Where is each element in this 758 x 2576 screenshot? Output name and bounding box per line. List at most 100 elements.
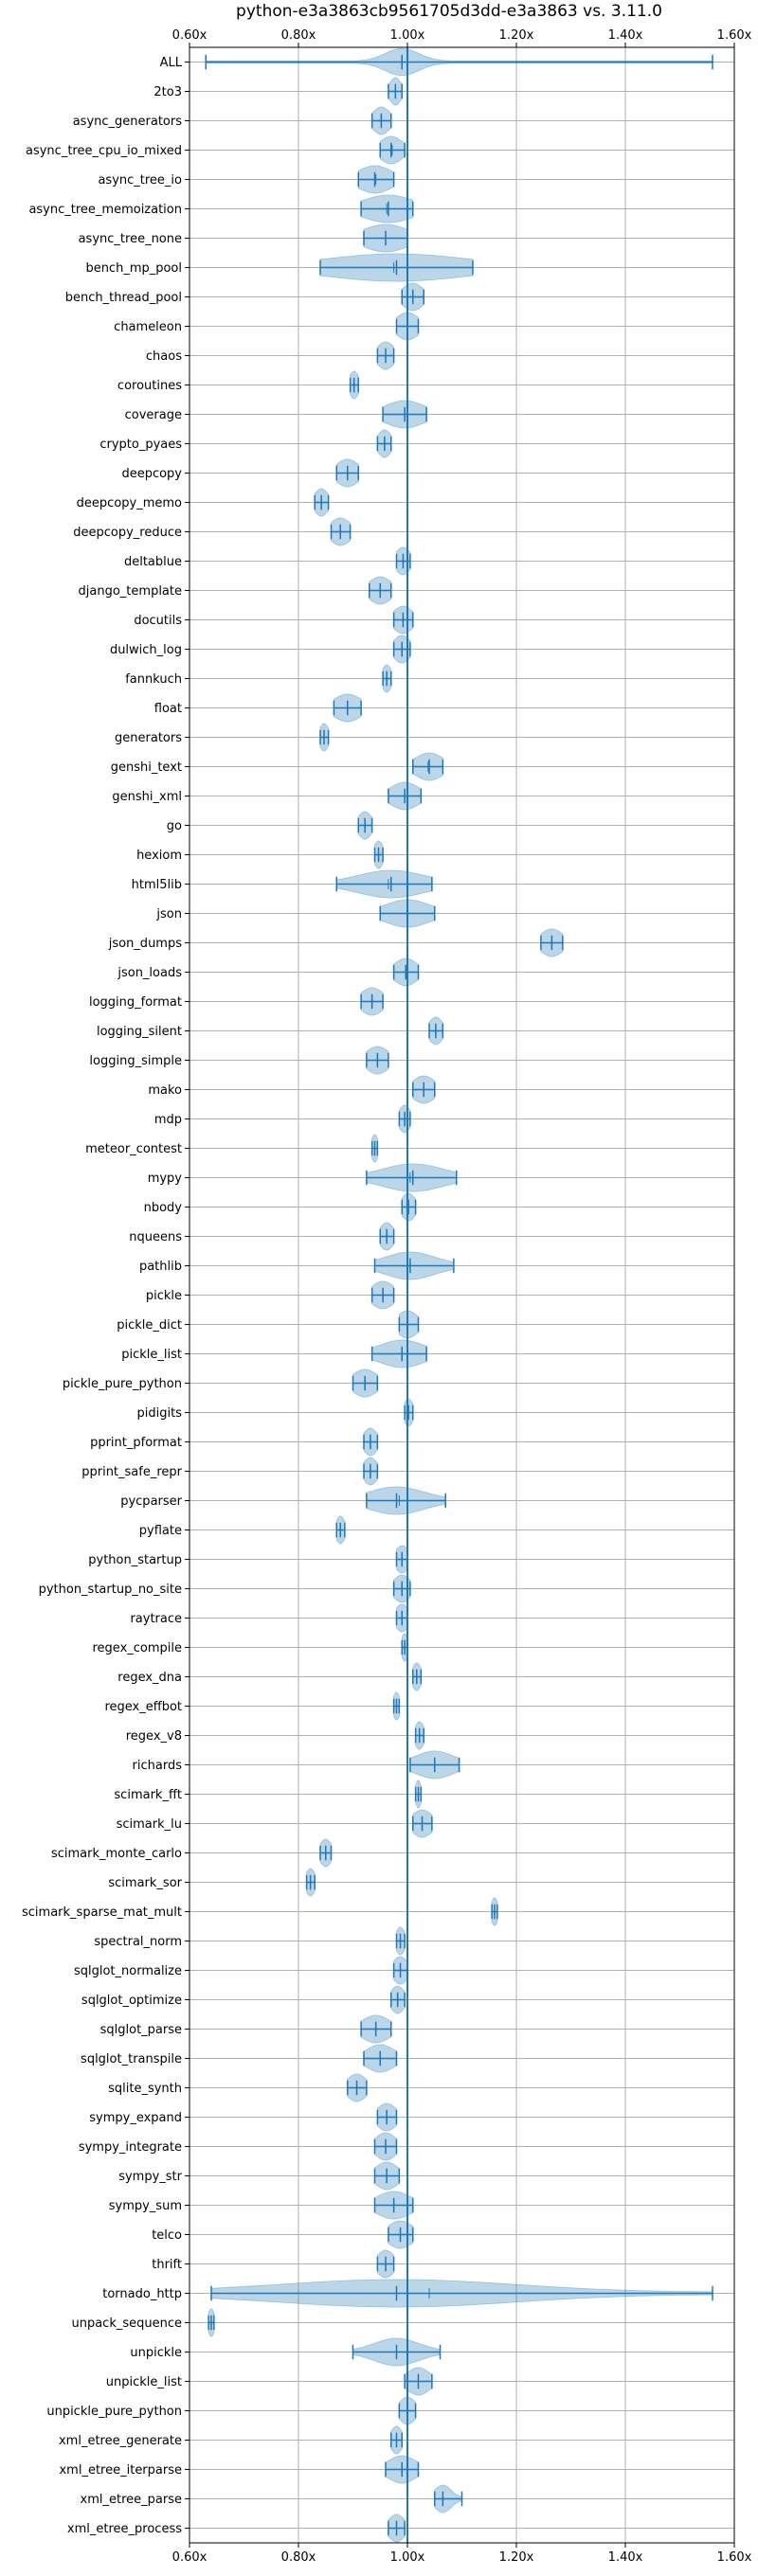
top-tick-label-3: 1.20x [499, 28, 534, 43]
violin-group-pickle_pure_python [352, 1368, 379, 1398]
category-label-bench_thread_pool: bench_thread_pool [65, 291, 182, 305]
category-label-meteor_contest: meteor_contest [85, 1142, 182, 1156]
category-label-hexiom: hexiom [136, 849, 182, 863]
category-label-sympy_expand: sympy_expand [89, 2111, 182, 2125]
violin-group-hexiom [373, 840, 384, 869]
violin-group-sqlglot_transpile [363, 2044, 398, 2073]
bottom-tick-label-5: 1.60x [717, 2550, 752, 2565]
category-label-sqlglot_transpile: sqlglot_transpile [81, 2052, 182, 2066]
category-label-fannkuch: fannkuch [125, 672, 182, 687]
violin-group-html5lib [335, 869, 433, 899]
violin-group-pickle_list [370, 1339, 427, 1368]
violin-group-pycparser [366, 1486, 446, 1515]
violin-group-sqlite_synth [347, 2073, 368, 2102]
violin-group-pickle [370, 1280, 395, 1310]
category-label-xml_etree_parse: xml_etree_parse [81, 2493, 182, 2507]
category-label-scimark_monte_carlo: scimark_monte_carlo [51, 1847, 182, 1861]
violin-group-async_tree_none [363, 224, 408, 253]
violin-group-sympy_expand [376, 2102, 398, 2132]
violin-group-pprint_safe_repr [363, 1457, 379, 1486]
violin-group-raytrace [395, 1603, 408, 1633]
violin-group-sqlglot_optimize [390, 1985, 406, 2014]
category-label-json: json [155, 907, 182, 921]
category-label-2to3: 2to3 [153, 85, 182, 99]
violin-group-logging_silent [428, 1016, 444, 1046]
category-label-genshi_xml: genshi_xml [112, 790, 182, 804]
violin-group-logging_simple [366, 1046, 389, 1075]
violin-group-pathlib [373, 1251, 455, 1280]
category-label-telco: telco [152, 2228, 182, 2243]
violin-group-django_template [369, 576, 392, 605]
violin-group-spectral_norm [395, 1926, 406, 1956]
category-label-bench_mp_pool: bench_mp_pool [85, 261, 182, 276]
violin-group-deepcopy_memo [314, 488, 330, 517]
violin-group-bench_thread_pool [401, 282, 424, 312]
category-label-spectral_norm: spectral_norm [94, 1935, 182, 1949]
violin-group-regex_v8 [414, 1721, 424, 1750]
category-label-unpickle: unpickle [130, 2346, 182, 2360]
category-label-xml_etree_process: xml_etree_process [67, 2522, 182, 2536]
violin-group-regex_dna [412, 1662, 423, 1691]
violin-group-genshi_xml [388, 781, 423, 811]
violin-group-deepcopy [335, 458, 359, 488]
category-label-json_loads: json_loads [117, 966, 182, 980]
category-label-deltablue: deltablue [124, 555, 182, 569]
category-label-scimark_fft: scimark_fft [114, 1788, 182, 1802]
category-label-pyflate: pyflate [139, 1524, 182, 1538]
bottom-tick-label-1: 0.80x [281, 2550, 316, 2565]
top-tick-label-1: 0.80x [281, 28, 316, 43]
category-label-deepcopy: deepcopy [121, 467, 182, 481]
chart-title: python-e3a3863cb9561705d3dd-e3a3863 vs. … [236, 2, 662, 21]
category-label-regex_compile: regex_compile [92, 1641, 182, 1655]
violin-group-xml_etree_generate [390, 2425, 403, 2455]
violin-group-float [333, 693, 362, 723]
violin-group-chaos [376, 341, 395, 370]
violin-group-sympy_integrate [373, 2132, 398, 2161]
category-label-nqueens: nqueens [129, 1230, 182, 1244]
category-label-xml_etree_iterparse: xml_etree_iterparse [59, 2463, 182, 2478]
category-label-python_startup: python_startup [88, 1553, 182, 1567]
category-label-regex_effbot: regex_effbot [104, 1700, 182, 1714]
category-label-logging_simple: logging_simple [89, 1054, 182, 1068]
category-label-async_tree_cpu_io_mixed: async_tree_cpu_io_mixed [26, 144, 182, 158]
violin-group-docutils [392, 605, 414, 635]
violin-group-generators [319, 723, 330, 752]
violin-group-meteor_contest [370, 1134, 379, 1163]
category-label-coroutines: coroutines [117, 379, 182, 393]
violin-group-async_tree_memoization [360, 194, 414, 224]
category-label-sympy_str: sympy_str [118, 2170, 182, 2184]
category-label-logging_silent: logging_silent [97, 1025, 182, 1039]
category-label-html5lib: html5lib [132, 878, 182, 892]
violin-group-unpack_sequence [208, 2308, 215, 2337]
category-label-deepcopy_reduce: deepcopy_reduce [73, 526, 182, 540]
category-label-pprint_safe_repr: pprint_safe_repr [81, 1465, 182, 1479]
violin-group-xml_etree_iterparse [385, 2455, 420, 2484]
category-label-mypy: mypy [148, 1172, 183, 1186]
category-label-genshi_text: genshi_text [111, 760, 182, 775]
category-label-sympy_integrate: sympy_integrate [79, 2140, 182, 2155]
category-label-scimark_sparse_mat_mult: scimark_sparse_mat_mult [22, 1905, 182, 1920]
category-label-pprint_pformat: pprint_pformat [90, 1436, 182, 1450]
category-label-richards: richards [133, 1759, 183, 1773]
category-label-sqlglot_optimize: sqlglot_optimize [81, 1994, 182, 2008]
violin-group-tornado_http [210, 2279, 713, 2308]
violin-group-pprint_pformat [363, 1427, 379, 1457]
category-label-unpickle_list: unpickle_list [106, 2375, 182, 2389]
category-label-docutils: docutils [134, 614, 182, 628]
category-label-nbody: nbody [144, 1201, 183, 1215]
category-label-pycparser: pycparser [120, 1494, 182, 1509]
violin-group-coverage [382, 400, 427, 429]
category-label-ALL: ALL [160, 56, 183, 70]
violin-group-nqueens [379, 1222, 395, 1251]
category-label-scimark_lu: scimark_lu [117, 1817, 182, 1832]
violin-group-sqlglot_parse [360, 2014, 392, 2044]
violin-group-unpickle_list [404, 2367, 433, 2396]
category-label-pickle: pickle [146, 1289, 182, 1303]
top-tick-label-4: 1.40x [608, 28, 643, 43]
violin-group-unpickle [352, 2337, 442, 2367]
violin-group-mdp [398, 1104, 411, 1134]
violin-group-sympy_str [373, 2161, 401, 2191]
category-label-go: go [167, 819, 182, 833]
violin-group-scimark_sparse_mat_mult [491, 1897, 498, 1926]
